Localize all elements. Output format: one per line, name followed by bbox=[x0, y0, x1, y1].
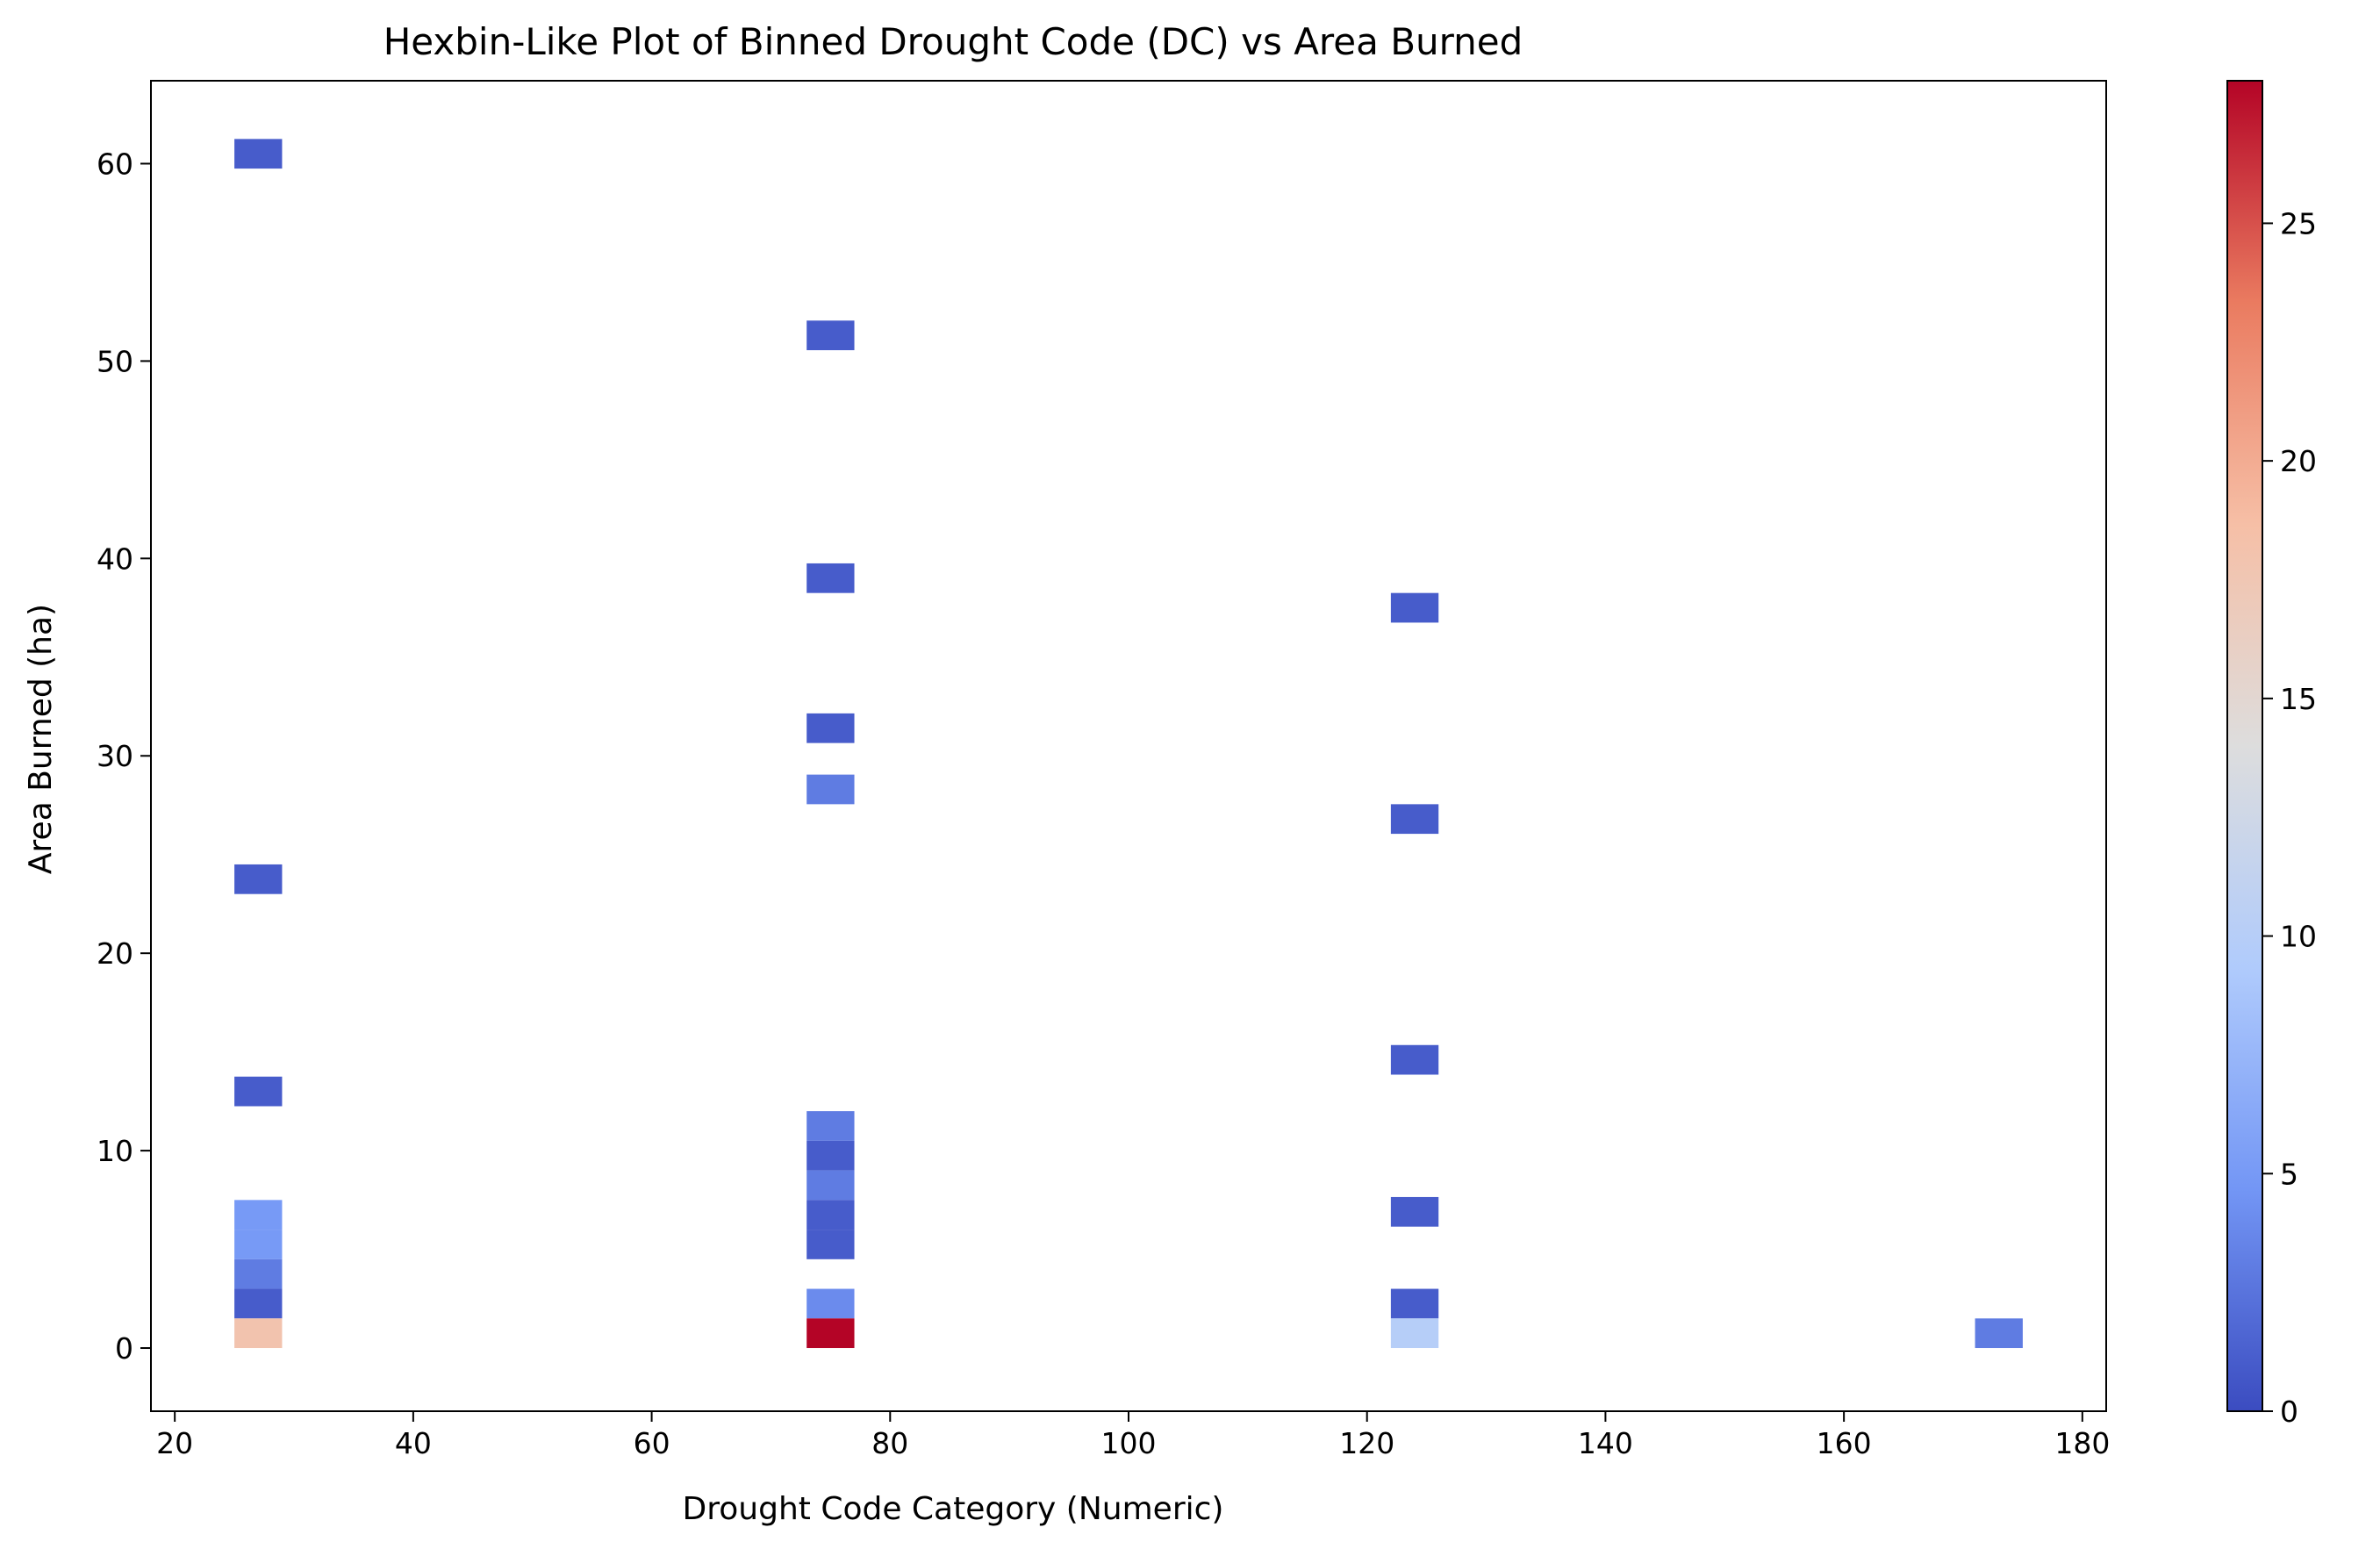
hexbin-cell bbox=[806, 1200, 855, 1230]
colorbar-tick-label: 10 bbox=[2280, 920, 2317, 954]
hexbin-cell bbox=[1390, 1196, 1439, 1227]
y-tick-label: 0 bbox=[115, 1331, 133, 1366]
y-axis-title: Area Burned (ha) bbox=[23, 604, 59, 874]
hexbin-cell bbox=[806, 713, 855, 743]
y-axis: 0 10 20 30 40 50 60 bbox=[97, 147, 151, 1366]
x-tick-label: 140 bbox=[1578, 1426, 1633, 1460]
y-tick-label: 30 bbox=[97, 739, 133, 773]
y-tick-label: 50 bbox=[97, 344, 133, 378]
colorbar-ticks: 0 5 10 15 20 25 bbox=[2262, 206, 2317, 1429]
hexbin-cell bbox=[806, 320, 855, 351]
x-tick-label: 180 bbox=[2054, 1426, 2110, 1460]
y-tick-label: 60 bbox=[97, 147, 133, 181]
hexbin-cell bbox=[1390, 592, 1439, 623]
hexbin-cell bbox=[806, 1288, 855, 1319]
hexbin-cell bbox=[234, 864, 283, 894]
hexbin-cell bbox=[1390, 1044, 1439, 1075]
hexbin-cell bbox=[806, 774, 855, 805]
colorbar: 0 5 10 15 20 25 bbox=[2226, 80, 2317, 1429]
colorbar-gradient bbox=[2226, 80, 2263, 1412]
hexbin-cell bbox=[1390, 804, 1439, 835]
hexbin-cell bbox=[1390, 1288, 1439, 1319]
y-tick-label: 20 bbox=[97, 936, 133, 971]
x-axis: 20 40 60 80 100 120 140 160 180 bbox=[156, 1411, 2110, 1460]
y-tick-label: 10 bbox=[97, 1134, 133, 1168]
hexbin-cell bbox=[806, 1318, 855, 1349]
hexbin-cell bbox=[806, 1140, 855, 1171]
x-tick-label: 20 bbox=[156, 1426, 193, 1460]
hexbin-cell bbox=[234, 1259, 283, 1289]
hexbin-cell bbox=[806, 1230, 855, 1259]
hexbin-cell bbox=[806, 1111, 855, 1141]
hexbin-cell bbox=[1975, 1318, 2023, 1349]
hexbin-cell bbox=[806, 563, 855, 593]
bins-layer bbox=[234, 139, 2023, 1349]
hexbin-cell bbox=[234, 1288, 283, 1319]
colorbar-tick-label: 15 bbox=[2280, 682, 2317, 716]
y-tick-label: 40 bbox=[97, 541, 133, 576]
x-tick-label: 120 bbox=[1339, 1426, 1394, 1460]
x-axis-title: Drought Code Category (Numeric) bbox=[683, 1491, 1224, 1527]
colorbar-tick-label: 0 bbox=[2280, 1395, 2298, 1429]
chart-title: Hexbin-Like Plot of Binned Drought Code … bbox=[384, 20, 1523, 63]
x-tick-label: 40 bbox=[395, 1426, 432, 1460]
hexbin-cell bbox=[234, 1230, 283, 1259]
x-tick-label: 60 bbox=[634, 1426, 670, 1460]
colorbar-tick-label: 25 bbox=[2280, 206, 2317, 240]
x-tick-label: 80 bbox=[871, 1426, 908, 1460]
hexbin-cell bbox=[234, 139, 283, 169]
x-tick-label: 160 bbox=[1817, 1426, 1872, 1460]
colorbar-tick-label: 5 bbox=[2280, 1157, 2298, 1191]
colorbar-tick-label: 20 bbox=[2280, 444, 2317, 478]
x-tick-label: 100 bbox=[1101, 1426, 1157, 1460]
hexbin-cell bbox=[234, 1076, 283, 1107]
hexbin-cell bbox=[234, 1200, 283, 1230]
hexbin-cell bbox=[1390, 1318, 1439, 1349]
hexbin-cell bbox=[234, 1318, 283, 1349]
hexbin-cell bbox=[806, 1170, 855, 1201]
